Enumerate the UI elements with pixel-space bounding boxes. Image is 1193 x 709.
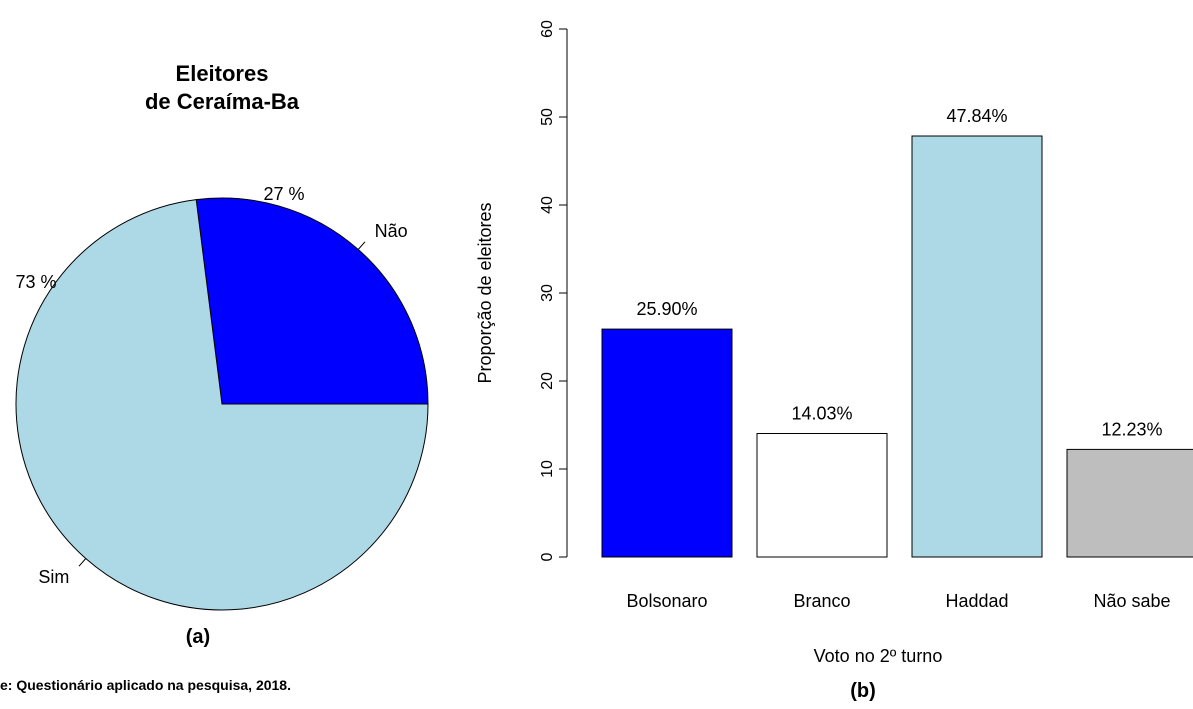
pie-label-no: Não xyxy=(375,221,408,241)
bar-value-label-n-o-sabe: 12.23% xyxy=(1101,419,1162,439)
panel-label-a: (a) xyxy=(186,626,210,648)
pie-percent-sim: 73 % xyxy=(15,272,56,292)
pie-chart: Eleitores de Ceraíma-Ba Não Sim 27 % 73 % (… xyxy=(15,61,429,648)
bar-chart: 0 10 20 30 40 50 60 25.90% Bolsonaro 14.03% Branc… xyxy=(475,20,1193,702)
panel-label-b: (b) xyxy=(850,680,876,702)
source-note: e: Questionário aplicado na pesquisa, 20… xyxy=(0,677,291,693)
bar-branco xyxy=(756,433,888,558)
pie-tick-no xyxy=(357,241,366,250)
y-axis-label: Proporção de eleitores xyxy=(475,202,495,383)
x-tick-label-haddad: Haddad xyxy=(945,591,1008,611)
y-tick-label: 0 xyxy=(539,552,556,561)
y-tick-label: 50 xyxy=(539,108,556,126)
pie-title-line-2: de Ceraíma-Ba xyxy=(145,89,300,114)
x-tick-label-n-o-sabe: Não sabe xyxy=(1093,591,1170,611)
bar-n-o-sabe xyxy=(1066,448,1193,558)
y-axis: 0 10 20 30 40 50 60 xyxy=(539,20,568,561)
pie-tick-sim xyxy=(78,558,87,567)
bar-bolsonaro xyxy=(601,328,733,558)
bar-value-label-bolsonaro: 25.90% xyxy=(636,299,697,319)
pie-percent-no: 27 % xyxy=(263,184,304,204)
bar-value-label-haddad: 47.84% xyxy=(946,106,1007,126)
bar-value-label-branco: 14.03% xyxy=(791,404,852,424)
bar-haddad xyxy=(911,135,1043,558)
y-tick-label: 40 xyxy=(539,196,556,214)
pie-slice-sim xyxy=(15,199,429,611)
pie-title-line-1: Eleitores xyxy=(176,61,269,86)
x-axis-label: Voto no 2º turno xyxy=(814,646,943,666)
y-tick-label: 20 xyxy=(539,372,556,390)
x-tick-label-branco: Branco xyxy=(793,591,850,611)
y-tick-label: 30 xyxy=(539,284,556,302)
x-tick-label-bolsonaro: Bolsonaro xyxy=(626,591,707,611)
pie-label-sim: Sim xyxy=(38,567,69,587)
y-tick-label: 10 xyxy=(539,460,556,478)
y-tick-label: 60 xyxy=(539,20,556,38)
